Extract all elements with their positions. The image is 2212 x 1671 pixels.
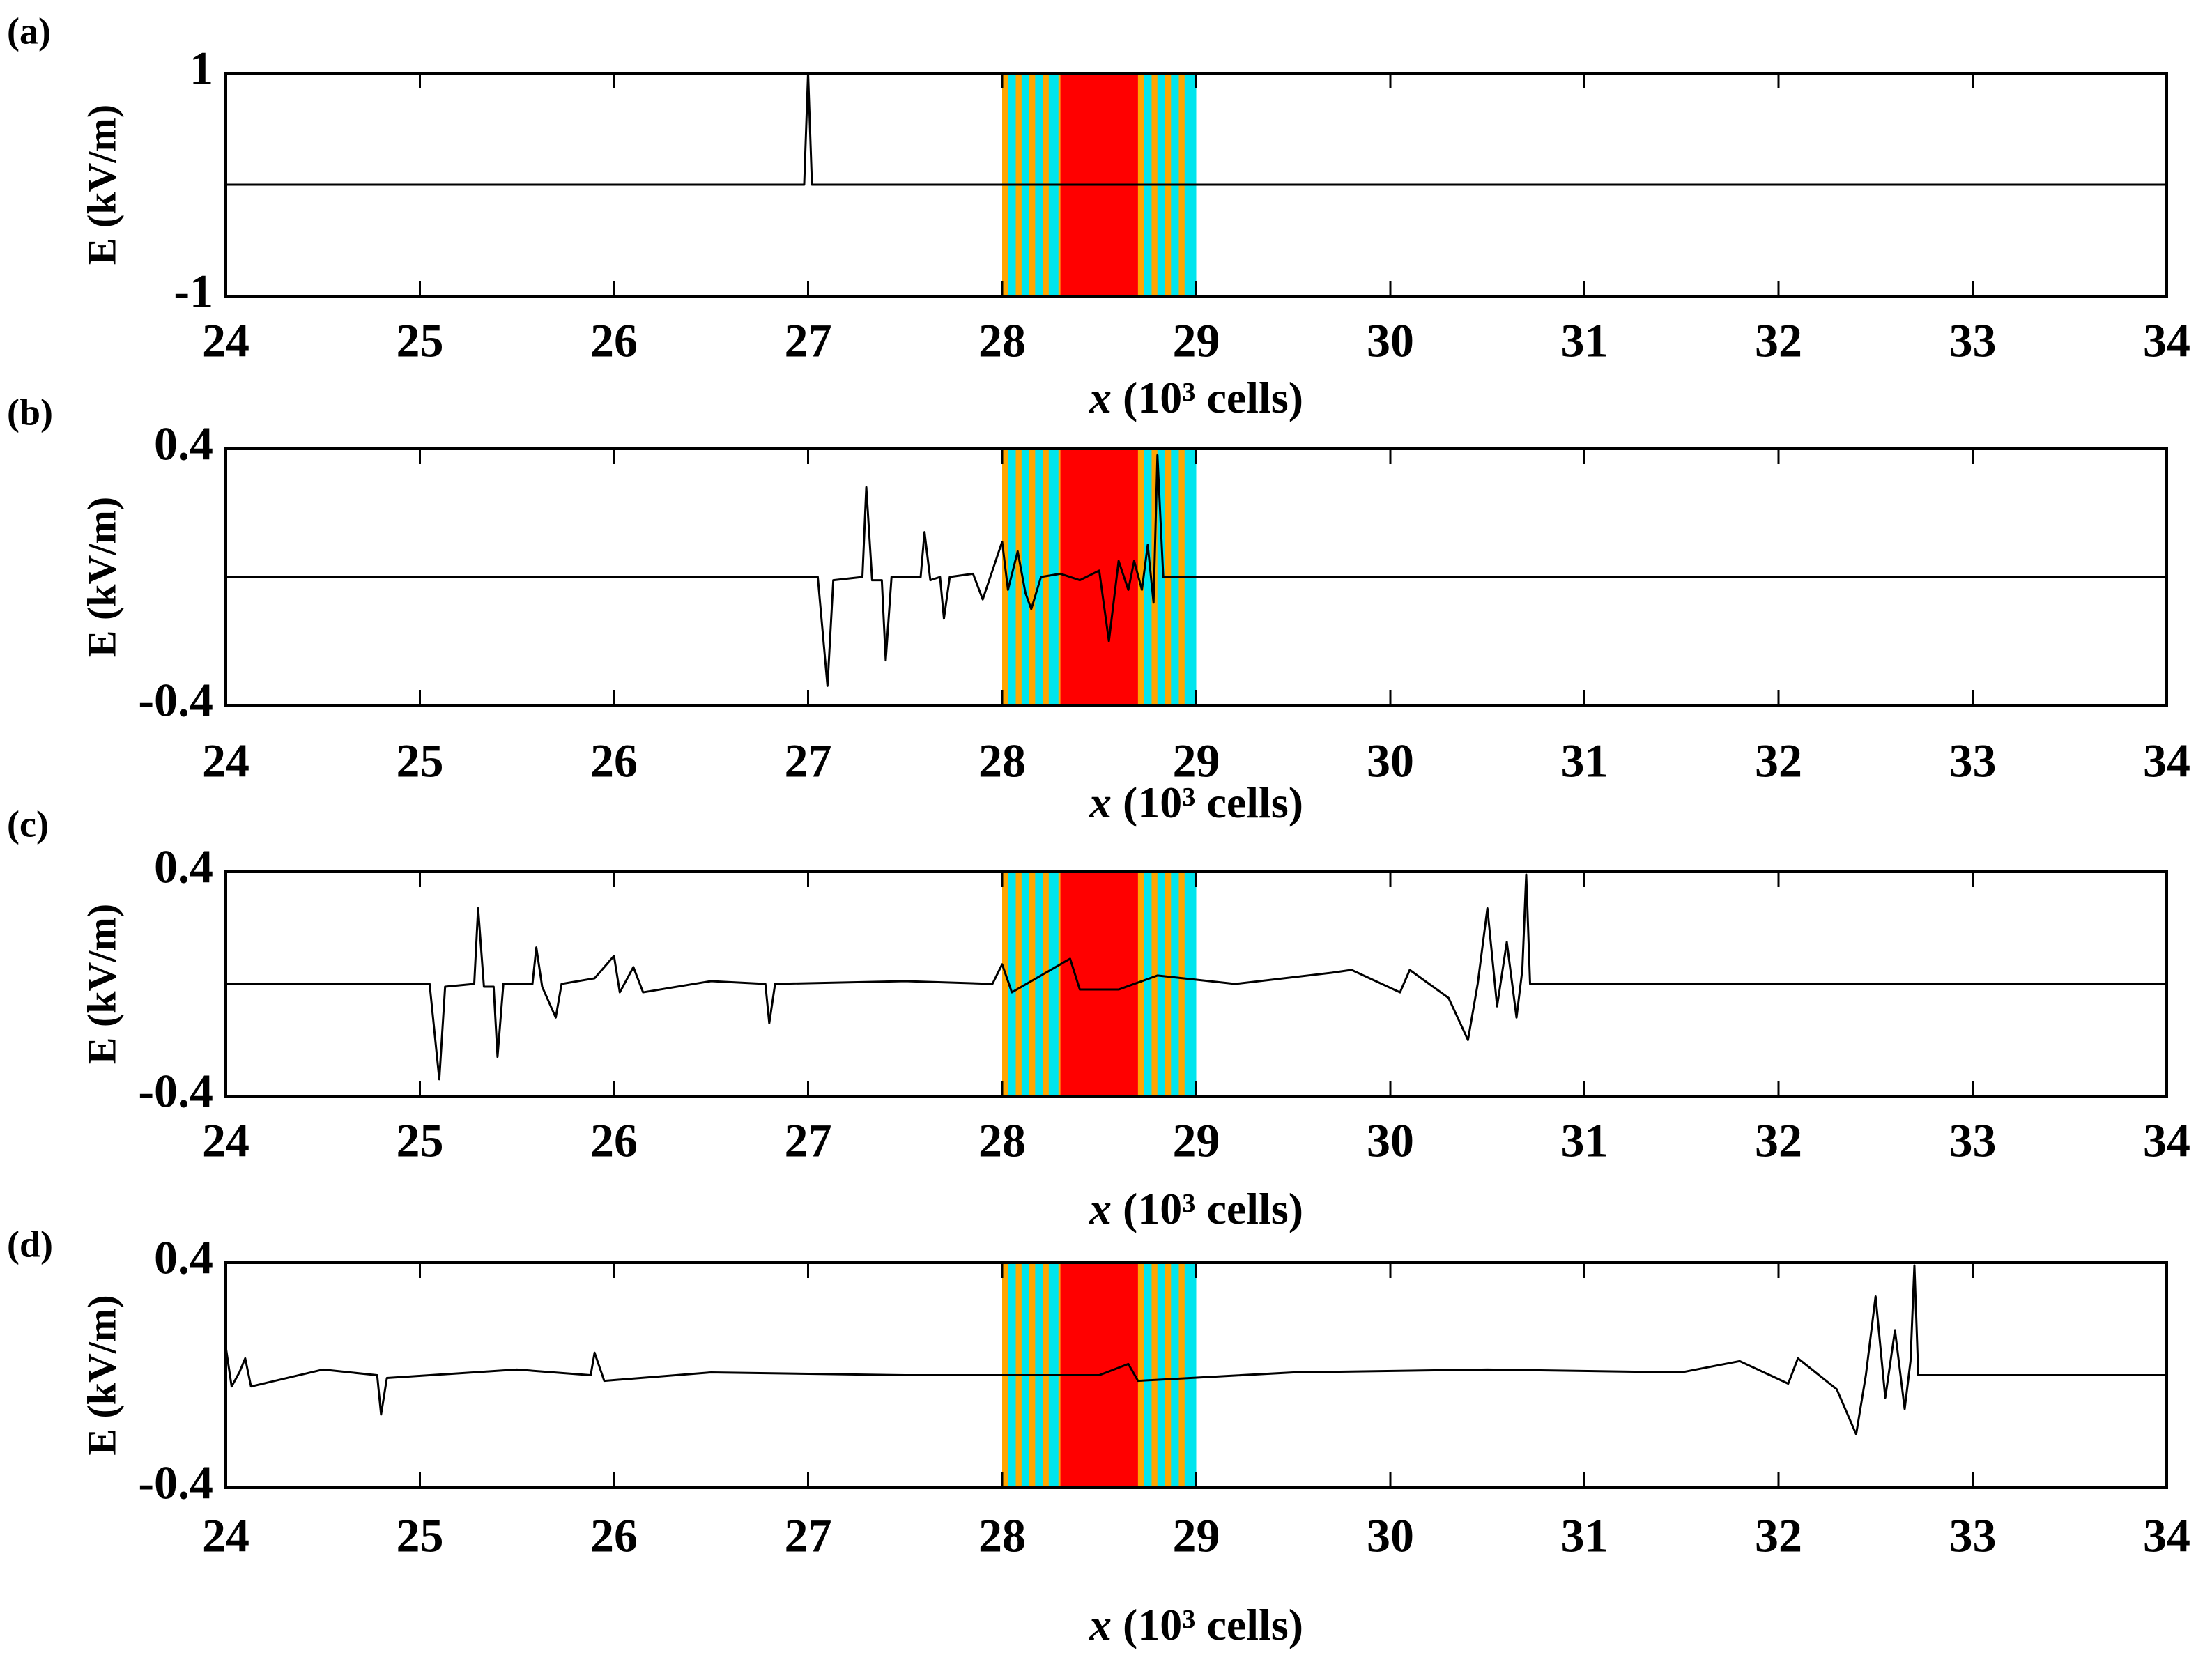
x-tick-label: 24	[202, 1509, 249, 1562]
region	[1171, 1263, 1179, 1488]
x-axis-unit: (10³ cells)	[1123, 1184, 1303, 1233]
x-tick-label: 31	[1561, 734, 1608, 787]
x-tick-label: 24	[202, 734, 249, 787]
x-tick-label: 31	[1561, 1114, 1608, 1167]
x-tick-label: 26	[590, 314, 638, 367]
x-tick-label: 25	[397, 734, 444, 787]
y-axis-label: E (kV/m)	[79, 1295, 124, 1455]
panel-label: (d)	[7, 1223, 53, 1265]
x-axis-label: x (10³ cells)	[1089, 373, 1303, 422]
x-axis-unit: (10³ cells)	[1123, 1600, 1303, 1649]
x-tick-label: 33	[1949, 1114, 1997, 1167]
x-tick-label: 32	[1755, 314, 1802, 367]
data-line	[224, 1264, 2167, 1435]
x-tick-label: 29	[1173, 1509, 1220, 1562]
x-axis-variable: x	[1089, 1184, 1112, 1233]
y-tick-label: 1	[190, 42, 213, 95]
region	[1035, 872, 1043, 1096]
y-axis-label: E (kV/m)	[79, 105, 124, 265]
x-tick-label: 26	[590, 1509, 638, 1562]
region	[1157, 872, 1165, 1096]
region	[1171, 872, 1179, 1096]
x-tick-label: 27	[785, 314, 832, 367]
x-axis-label: x (10³ cells)	[1089, 778, 1303, 827]
region	[1157, 449, 1165, 705]
y-tick-label: 0.4	[154, 417, 213, 470]
region	[1048, 449, 1059, 705]
x-tick-label: 34	[2143, 1509, 2190, 1562]
x-tick-label: 32	[1755, 1114, 1802, 1167]
x-tick-label: 34	[2143, 1114, 2190, 1167]
x-tick-label: 29	[1173, 1114, 1220, 1167]
x-tick-label: 25	[397, 1509, 444, 1562]
data-line	[226, 454, 2167, 687]
region	[1021, 449, 1029, 705]
region	[1144, 449, 1152, 705]
y-axis-label: E (kV/m)	[79, 497, 124, 657]
region	[1144, 1263, 1152, 1488]
x-tick-label: 29	[1173, 314, 1220, 367]
x-axis-variable: x	[1089, 778, 1112, 827]
region	[1008, 872, 1016, 1096]
y-tick-label: -1	[174, 265, 213, 318]
x-tick-label: 25	[397, 1114, 444, 1167]
x-tick-label: 32	[1755, 1509, 1802, 1562]
x-tick-label: 31	[1561, 1509, 1608, 1562]
x-tick-label: 25	[397, 314, 444, 367]
x-axis-label: x (10³ cells)	[1089, 1600, 1303, 1649]
x-axis-unit: (10³ cells)	[1123, 373, 1303, 422]
x-tick-label: 28	[978, 1114, 1026, 1167]
y-tick-label: -0.4	[138, 1456, 213, 1509]
x-tick-label: 32	[1755, 734, 1802, 787]
x-tick-label: 30	[1367, 734, 1414, 787]
x-tick-label: 30	[1367, 1114, 1414, 1167]
x-tick-label: 24	[202, 1114, 249, 1167]
y-axis-label: E (kV/m)	[79, 904, 124, 1064]
x-tick-label: 28	[978, 1509, 1026, 1562]
panel: 24 25 26 27 28 29 30 31 32 33 34 -0.4 0.4 E (kV/m) (c)…	[7, 803, 2190, 1233]
x-tick-label: 31	[1561, 314, 1608, 367]
x-tick-label: 29	[1173, 734, 1220, 787]
x-tick-label: 30	[1367, 1509, 1414, 1562]
y-tick-label: -0.4	[138, 674, 213, 727]
y-tick-label: -0.4	[138, 1065, 213, 1118]
x-tick-label: 27	[785, 734, 832, 787]
region	[1035, 449, 1043, 705]
y-tick-label: 0.4	[154, 1231, 213, 1284]
region	[1184, 872, 1197, 1096]
x-axis-variable: x	[1089, 373, 1112, 422]
x-axis-unit: (10³ cells)	[1123, 778, 1303, 827]
region	[1048, 872, 1059, 1096]
x-tick-label: 30	[1367, 314, 1414, 367]
x-tick-label: 34	[2143, 734, 2190, 787]
region	[1157, 1263, 1165, 1488]
region	[1060, 872, 1138, 1096]
x-tick-label: 28	[978, 314, 1026, 367]
x-tick-label: 34	[2143, 314, 2190, 367]
region	[1144, 872, 1152, 1096]
x-tick-label: 33	[1949, 314, 1997, 367]
x-tick-label: 27	[785, 1114, 832, 1167]
x-tick-label: 33	[1949, 734, 1997, 787]
x-tick-label: 28	[978, 734, 1026, 787]
x-tick-label: 26	[590, 734, 638, 787]
panel: 24 25 26 27 28 29 30 31 32 33 34 -0.4 0.4 E (kV/m) (b)…	[7, 391, 2190, 826]
y-tick-label: 0.4	[154, 840, 213, 893]
panel-label: (b)	[7, 391, 53, 433]
x-axis-variable: x	[1089, 1600, 1112, 1649]
panel-label: (a)	[7, 10, 51, 52]
panel-label: (c)	[7, 803, 49, 845]
x-tick-label: 27	[785, 1509, 832, 1562]
x-axis-label: x (10³ cells)	[1089, 1184, 1303, 1233]
x-tick-label: 26	[590, 1114, 638, 1167]
region	[1184, 1263, 1197, 1488]
x-tick-label: 33	[1949, 1509, 1997, 1562]
x-tick-label: 24	[202, 314, 249, 367]
data-line	[226, 873, 2167, 1081]
panel: 24 25 26 27 28 29 30 31 32 33 34 -1 1 E (kV/m) (a) x (1…	[7, 10, 2190, 422]
panel: 24 25 26 27 28 29 30 31 32 33 34 -0.4 0.4 E (kV/m) (d)…	[7, 1223, 2190, 1649]
